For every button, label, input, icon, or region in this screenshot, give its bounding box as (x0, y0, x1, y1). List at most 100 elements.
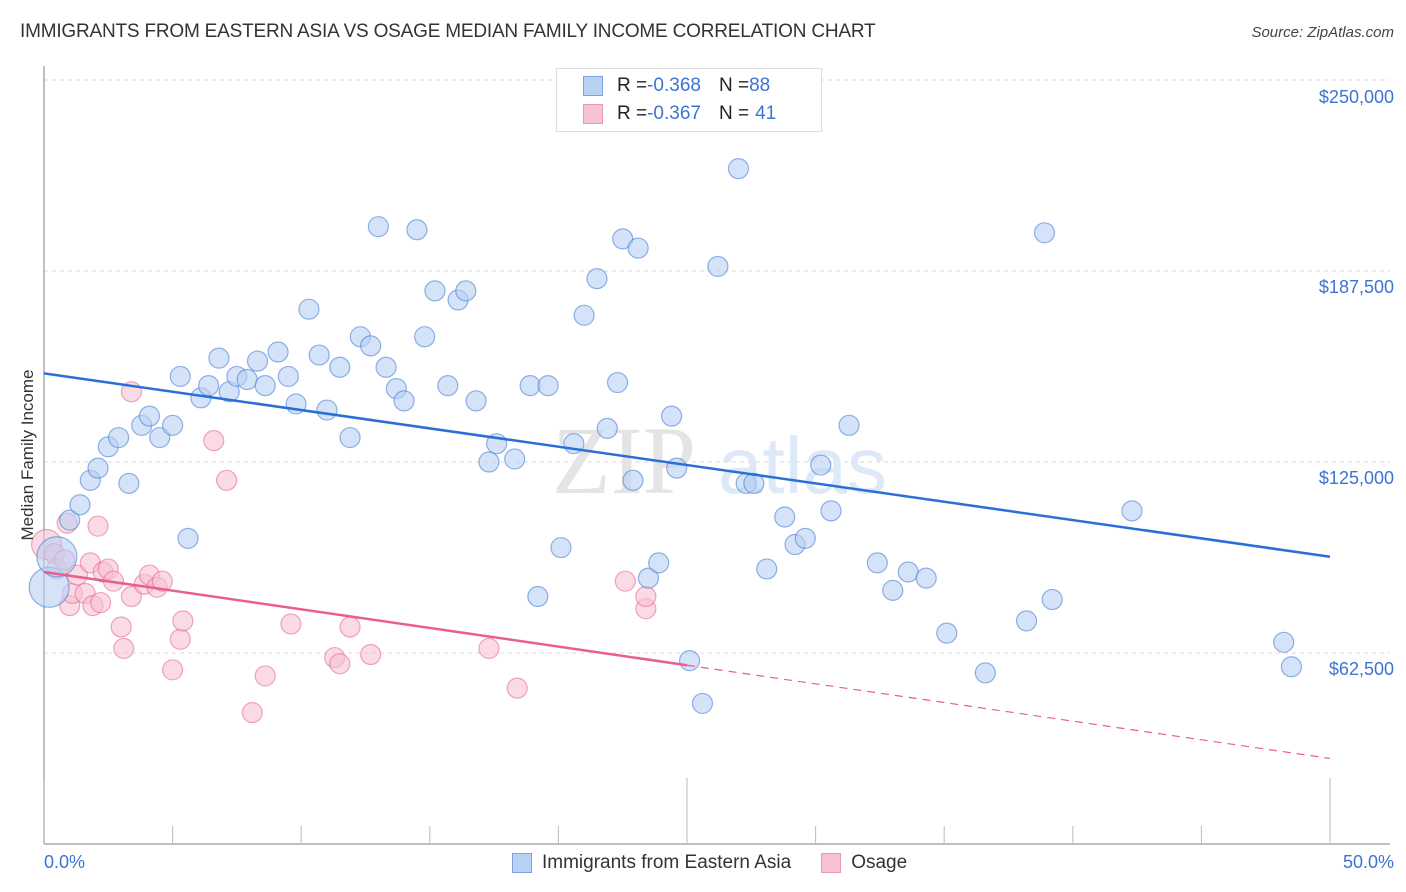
eastern-asia-points (28, 158, 1303, 715)
legend-swatch-blue (512, 853, 532, 873)
y-axis-label: Median Family Income (18, 369, 37, 541)
gridlines (44, 79, 1390, 654)
osage-point (478, 637, 500, 660)
legend-n-value: 88 (749, 75, 771, 96)
eastern-asia-point (897, 561, 919, 583)
eastern-asia-point (316, 399, 338, 421)
eastern-asia-point (406, 219, 428, 241)
bottom-legend-item-osage: Osage (821, 852, 907, 874)
eastern-asia-point (637, 567, 660, 589)
osage-point (120, 585, 143, 608)
eastern-asia-point (1033, 222, 1056, 244)
eastern-asia-point (648, 552, 670, 574)
watermark-atlas: atlas (718, 421, 887, 510)
eastern-asia-point (254, 375, 276, 397)
eastern-asia-point (627, 237, 649, 259)
eastern-asia-point (69, 494, 91, 516)
eastern-asia-point (820, 500, 842, 522)
legend-r-value: -0.367 (647, 103, 701, 124)
eastern-asia-point (774, 506, 796, 528)
legend-n-value: 41 (755, 103, 777, 124)
eastern-asia-point (177, 527, 199, 550)
eastern-asia-point (246, 350, 269, 372)
y-tick-label: $187,500 (1318, 277, 1394, 297)
eastern-asia-point (339, 426, 361, 449)
legend-n-label: N = (718, 75, 750, 96)
eastern-asia-point (756, 558, 778, 580)
eastern-asia-point (308, 344, 330, 366)
osage-point (635, 585, 657, 608)
eastern-asia-point (465, 390, 487, 412)
bottom-legend: Immigrants from Eastern Asia Osage (512, 852, 937, 874)
osage-point (162, 659, 184, 681)
eastern-asia-point (573, 304, 595, 326)
eastern-asia-point (882, 579, 904, 601)
eastern-asia-point (527, 585, 549, 608)
eastern-asia-point (596, 417, 618, 439)
y-tick-label: $62,500 (1328, 659, 1394, 679)
eastern-asia-point (277, 365, 299, 388)
eastern-asia-point (360, 335, 382, 357)
eastern-asia-point (162, 414, 184, 436)
osage-point (254, 665, 276, 687)
osage-point (506, 677, 528, 699)
eastern-asia-point (550, 536, 572, 559)
osage-point (339, 616, 361, 638)
eastern-asia-point (149, 426, 171, 449)
osage-point (216, 469, 238, 491)
osage-trend-line-extension (686, 664, 1331, 760)
legend-swatch-blue (583, 76, 603, 96)
osage-point (203, 430, 225, 452)
x-tick-label: 50.0% (1342, 852, 1394, 872)
eastern-asia-point (606, 371, 629, 394)
eastern-asia-point (367, 216, 389, 238)
eastern-asia-point (936, 622, 958, 644)
eastern-asia-point (794, 527, 816, 550)
legend-row-eastern-asia: R = -0.368 N = 88 (583, 73, 770, 99)
osage-point (614, 570, 636, 592)
eastern-asia-point (586, 268, 608, 290)
legend-n-label: N = (718, 103, 750, 124)
osage-point (113, 637, 135, 660)
eastern-asia-point (1280, 656, 1303, 678)
osage-point (172, 610, 194, 632)
eastern-asia-point (612, 228, 634, 250)
eastern-asia-point (455, 280, 477, 302)
trend-lines (43, 372, 1331, 760)
eastern-asia-trend-line (43, 372, 1331, 558)
osage-point (151, 570, 173, 592)
eastern-asia-point (437, 375, 459, 397)
eastern-asia-point (298, 298, 320, 320)
eastern-asia-point (810, 454, 832, 476)
eastern-asia-point (424, 280, 446, 302)
y-tick-label: $125,000 (1318, 468, 1394, 488)
eastern-asia-point (537, 375, 559, 397)
eastern-asia-point (107, 426, 130, 449)
osage-point (110, 616, 132, 638)
legend-box: R = -0.368 N = 88 R = -0.367 N = 41 (556, 68, 822, 132)
eastern-asia-point (375, 356, 397, 378)
eastern-asia-point (915, 567, 937, 589)
osage-point (241, 701, 263, 724)
y-tick-label: $250,000 (1318, 87, 1394, 107)
axes (43, 66, 1390, 845)
eastern-asia-point (622, 469, 644, 491)
eastern-asia-point (707, 255, 729, 278)
eastern-asia-point (838, 414, 860, 436)
osage-point (89, 591, 112, 614)
eastern-asia-point (169, 365, 191, 388)
eastern-asia-point (208, 347, 230, 369)
eastern-asia-point (974, 662, 996, 684)
eastern-asia-point (59, 509, 81, 531)
eastern-asia-point (414, 326, 436, 348)
eastern-asia-point (118, 472, 140, 494)
eastern-asia-point (198, 375, 220, 397)
eastern-asia-point (1015, 610, 1038, 632)
legend-row-osage: R = -0.367 N = 41 (583, 101, 776, 127)
legend-swatch-pink (821, 853, 842, 873)
eastern-asia-point (267, 341, 289, 363)
eastern-asia-point (504, 448, 526, 470)
eastern-asia-point (236, 368, 258, 391)
bottom-legend-item-eastern-asia: Immigrants from Eastern Asia (512, 852, 791, 874)
